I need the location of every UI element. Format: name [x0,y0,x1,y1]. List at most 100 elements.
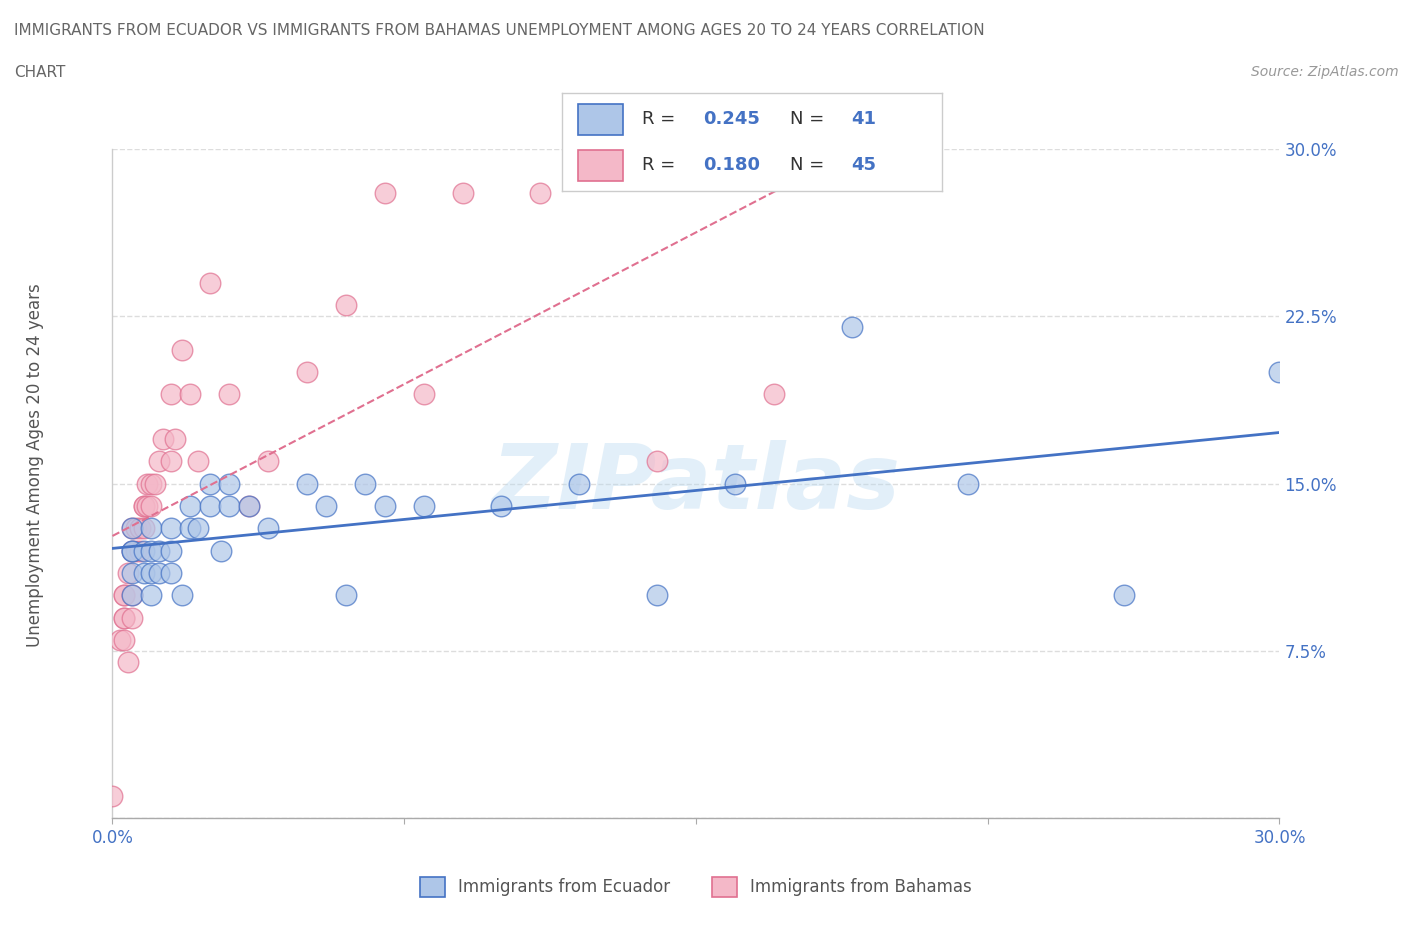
Point [128,521,150,536]
Point [121,588,143,603]
Point [121,610,143,625]
Point [132,498,155,513]
Point [141,498,163,513]
Point [198,476,221,491]
Point [163,432,186,446]
Text: IMMIGRANTS FROM ECUADOR VS IMMIGRANTS FROM BAHAMAS UNEMPLOYMENT AMONG AGES 20 TO: IMMIGRANTS FROM ECUADOR VS IMMIGRANTS FR… [14,23,984,38]
Point [152,432,174,446]
Text: Unemployment Among Ages 20 to 24 years: Unemployment Among Ages 20 to 24 years [27,283,44,647]
Point [117,655,139,670]
Point [412,498,434,513]
Point [172,342,194,357]
Point [160,387,183,402]
Point [218,387,240,402]
Point [125,521,148,536]
Point [412,387,434,402]
Point [143,476,166,491]
Text: 41: 41 [851,111,876,128]
Point [529,186,551,201]
Point [141,543,163,558]
Point [491,498,513,513]
Point [112,610,135,625]
Point [354,476,377,491]
Point [132,565,155,580]
Point [1268,365,1291,379]
Point [1112,588,1135,603]
Text: N =: N = [790,111,830,128]
Point [121,543,143,558]
Point [218,476,240,491]
Text: N =: N = [790,156,830,174]
Point [141,521,163,536]
Point [132,543,155,558]
Point [141,565,163,580]
Point [121,521,143,536]
Point [238,498,260,513]
Text: 0.245: 0.245 [703,111,759,128]
Point [160,454,183,469]
Point [112,632,135,647]
Point [724,476,747,491]
FancyBboxPatch shape [578,150,623,180]
Text: 45: 45 [851,156,876,174]
Point [141,476,163,491]
Point [112,588,135,603]
Point [128,543,150,558]
Point [172,588,194,603]
Text: R =: R = [643,111,681,128]
Point [335,298,357,312]
Point [160,521,183,536]
Text: Source: ZipAtlas.com: Source: ZipAtlas.com [1251,65,1399,79]
Point [645,454,668,469]
Text: 0.180: 0.180 [703,156,759,174]
Point [295,365,318,379]
Point [132,498,155,513]
Point [179,521,201,536]
Point [117,565,139,580]
Text: R =: R = [643,156,681,174]
Point [148,565,170,580]
Text: ZIPatlas: ZIPatlas [492,440,900,527]
Point [218,498,240,513]
Point [101,789,124,804]
Point [136,476,159,491]
Point [160,565,183,580]
Point [335,588,357,603]
Point [187,521,209,536]
Point [121,521,143,536]
Point [257,454,280,469]
Point [187,454,209,469]
Point [374,186,396,201]
Point [179,387,201,402]
Point [315,498,337,513]
FancyBboxPatch shape [578,104,623,135]
Point [645,588,668,603]
Point [160,543,183,558]
Point [198,275,221,290]
Point [121,543,143,558]
Point [148,454,170,469]
Point [141,588,163,603]
Point [295,476,318,491]
Point [121,565,143,580]
Point [121,543,143,558]
Point [257,521,280,536]
Point [374,498,396,513]
Point [179,498,201,513]
Point [148,543,170,558]
Legend: Immigrants from Ecuador, Immigrants from Bahamas: Immigrants from Ecuador, Immigrants from… [413,870,979,904]
Point [121,588,143,603]
Point [957,476,980,491]
Point [568,476,591,491]
Point [132,521,155,536]
Point [841,320,863,335]
Point [110,632,132,647]
Point [762,387,785,402]
Point [136,498,159,513]
Point [112,588,135,603]
Point [125,543,148,558]
Point [198,498,221,513]
Point [238,498,260,513]
Point [209,543,232,558]
Point [112,610,135,625]
